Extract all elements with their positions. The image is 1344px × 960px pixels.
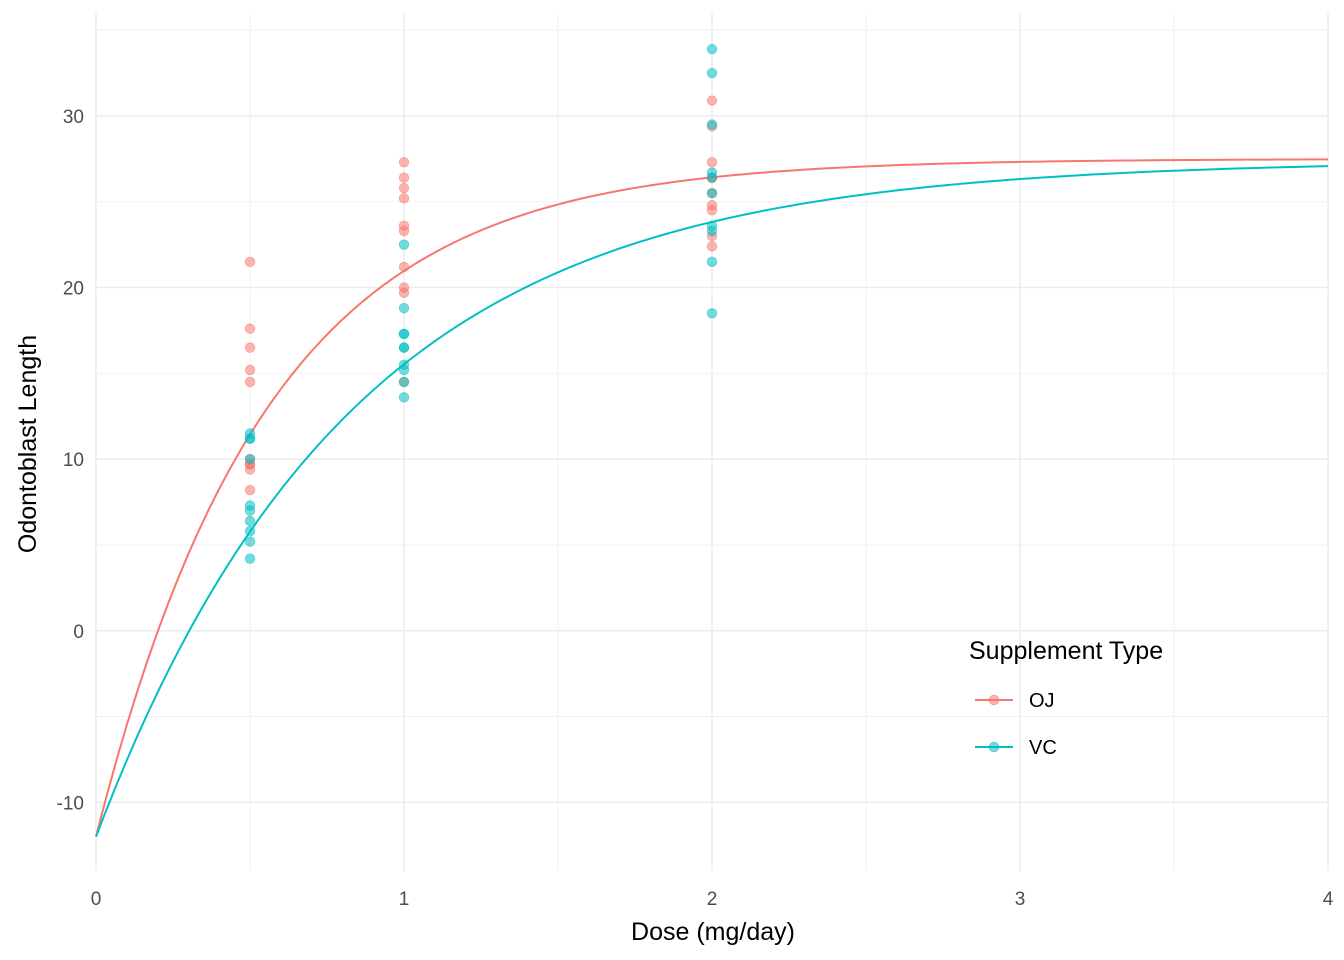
y-tick-label: 0 [73, 622, 84, 643]
point-oj [244, 256, 256, 268]
point-vc [706, 43, 718, 55]
x-tick-label: 0 [91, 889, 102, 910]
point-vc [398, 302, 410, 314]
point-vc [244, 536, 256, 547]
point-vc [706, 225, 718, 237]
point-oj [706, 157, 718, 168]
point-vc [398, 239, 410, 250]
point-vc [398, 359, 410, 370]
point-oj [244, 342, 256, 353]
point-vc [398, 392, 410, 403]
x-tick-label: 3 [1015, 889, 1026, 910]
point-oj [398, 193, 410, 204]
point-oj [244, 484, 256, 496]
point-vc [706, 256, 718, 268]
y-tick-label: -10 [57, 793, 84, 814]
legend-title: Supplement Type [969, 637, 1163, 665]
point-oj [398, 282, 410, 293]
legend-label-vc: VC [1029, 737, 1057, 759]
y-tick-label: 10 [63, 450, 84, 471]
y-tick-label: 30 [63, 107, 84, 128]
x-tick-labels: 0 1 2 3 4 [91, 889, 1334, 910]
legend-label-oj: OJ [1029, 690, 1055, 712]
point-vc [706, 67, 718, 79]
x-axis-title: Dose (mg/day) [631, 918, 795, 946]
x-tick-label: 2 [707, 889, 718, 910]
point-vc [706, 308, 718, 319]
y-axis-title: Odontoblast Length [14, 335, 42, 553]
point-vc [706, 187, 718, 199]
point-oj [706, 95, 718, 106]
data-points [244, 43, 718, 564]
point-vc [398, 342, 410, 353]
point-oj [244, 376, 256, 388]
point-vc [244, 505, 256, 516]
legend-key-point-vc [988, 741, 1000, 753]
point-vc [244, 553, 256, 564]
y-tick-labels: -10 0 10 20 30 [57, 107, 84, 814]
x-tick-label: 4 [1323, 889, 1334, 910]
point-vc [398, 376, 410, 388]
point-oj [398, 220, 410, 231]
point-vc [244, 433, 256, 444]
point-vc [398, 328, 410, 340]
point-vc [706, 167, 718, 178]
legend-items: OJ VC [975, 690, 1057, 759]
point-oj [706, 199, 718, 211]
legend-key-point-oj [988, 694, 1000, 706]
grid-major [95, 13, 1329, 871]
point-vc [706, 119, 718, 130]
point-vc [244, 515, 256, 527]
point-oj [244, 323, 256, 334]
point-vc [244, 526, 256, 537]
x-tick-label: 1 [399, 889, 410, 910]
point-oj [398, 157, 410, 168]
point-vc [244, 453, 256, 465]
point-oj [244, 364, 256, 376]
point-oj [398, 182, 410, 194]
legend: Supplement Type OJ VC [969, 637, 1163, 759]
point-oj [706, 241, 718, 252]
point-oj [398, 172, 410, 183]
y-tick-label: 20 [63, 279, 84, 300]
point-oj [398, 261, 410, 273]
